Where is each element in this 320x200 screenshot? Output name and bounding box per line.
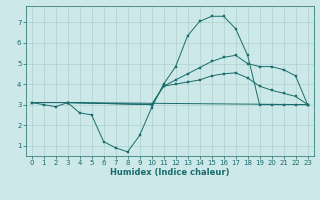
X-axis label: Humidex (Indice chaleur): Humidex (Indice chaleur) xyxy=(110,168,229,177)
